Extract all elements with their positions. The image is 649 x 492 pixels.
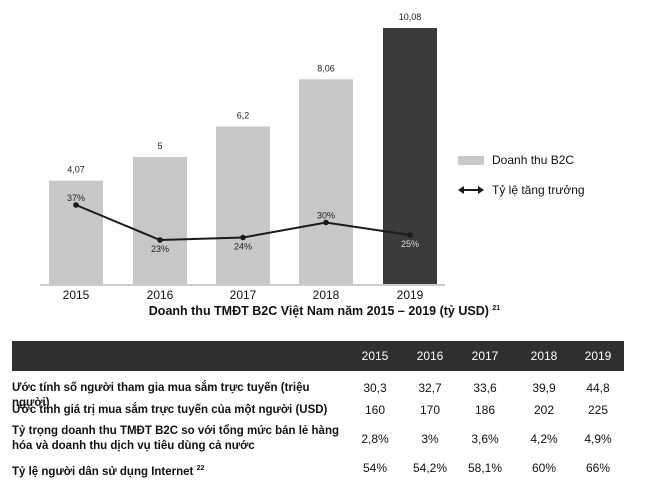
chart-title: Doanh thu TMĐT B2C Việt Nam năm 2015 – 2… bbox=[0, 304, 649, 318]
table-cell: 160 bbox=[364, 403, 386, 417]
table-cell: 30,3 bbox=[363, 381, 387, 395]
x-tick-label: 2015 bbox=[63, 288, 90, 300]
legend-arrow-left-icon bbox=[458, 186, 464, 194]
x-tick-label: 2018 bbox=[313, 288, 340, 300]
legend-label-growth: Tỷ lệ tăng trưởng bbox=[492, 183, 585, 197]
chart-title-text: Doanh thu TMĐT B2C Việt Nam năm 2015 – 2… bbox=[148, 304, 489, 318]
table-cell: 2,8% bbox=[361, 432, 389, 446]
table-cell: 54% bbox=[362, 461, 388, 475]
table-cell: 58,1% bbox=[467, 461, 503, 475]
table-header-year: 2018 bbox=[530, 349, 558, 363]
bar-value-label: 8,06 bbox=[317, 63, 335, 73]
table-cell: 44,8 bbox=[586, 381, 610, 395]
bar bbox=[49, 180, 103, 284]
bar-value-label: 4,07 bbox=[67, 165, 85, 175]
x-tick-label: 2016 bbox=[147, 288, 174, 300]
table-row-label: hóa và doanh thu dịch vụ tiêu dùng cả nư… bbox=[12, 440, 255, 452]
table-header-year: 2016 bbox=[416, 349, 444, 363]
growth-rate-point bbox=[73, 202, 79, 208]
legend-label-revenue: Doanh thu B2C bbox=[492, 153, 574, 167]
growth-rate-label: 30% bbox=[317, 211, 335, 221]
bar-value-label: 10,08 bbox=[399, 12, 422, 22]
table-cell: 66% bbox=[585, 461, 611, 475]
table-header-year: 2017 bbox=[471, 349, 499, 363]
table-header-year: 2019 bbox=[584, 349, 612, 363]
table-cell: 4,9% bbox=[584, 432, 612, 446]
chart: 4,07 2015 5 2016 6,2 2017 8,06 2018 10,08 2019 37… bbox=[40, 12, 585, 300]
table-cell: 170 bbox=[419, 403, 441, 417]
growth-rate-point bbox=[323, 219, 329, 226]
bar bbox=[383, 28, 437, 284]
table-row-label: Tỷ trọng doanh thu TMĐT B2C so với tổng … bbox=[12, 425, 339, 437]
table-cell: 202 bbox=[533, 403, 555, 417]
table-cell: 54,2% bbox=[412, 461, 448, 475]
table-row-footnote: 22 bbox=[196, 465, 205, 472]
growth-rate-point bbox=[157, 237, 163, 243]
table-cell: 186 bbox=[474, 403, 496, 417]
table-cell: 33,6 bbox=[473, 381, 497, 395]
table-row-label: Tỷ lệ người dân sử dụng Internet 22 bbox=[12, 461, 342, 480]
table-cell: 39,9 bbox=[532, 381, 556, 395]
growth-rate-label: 37% bbox=[67, 193, 85, 203]
growth-rate-label: 25% bbox=[401, 239, 419, 249]
table-cell: 4,2% bbox=[530, 432, 558, 446]
table-cell: 32,7 bbox=[418, 381, 442, 395]
bar bbox=[216, 126, 270, 285]
bar-value-label: 5 bbox=[157, 141, 162, 151]
legend-swatch-bar bbox=[458, 156, 484, 165]
x-tick-label: 2017 bbox=[230, 288, 257, 300]
bar-value-label: 6,2 bbox=[237, 111, 250, 121]
table-row-label: Ước tính giá trị mua sắm trực tuyến của … bbox=[12, 404, 328, 416]
x-tick-label: 2019 bbox=[397, 288, 424, 300]
chart-title-footnote: 21 bbox=[492, 304, 501, 312]
table-row-label: Ước tính số người tham gia mua sắm trực … bbox=[12, 382, 310, 409]
growth-rate-label: 24% bbox=[234, 242, 252, 252]
table-row-label-text: Tỷ lệ người dân sử dụng Internet bbox=[12, 465, 194, 478]
bar bbox=[133, 157, 187, 284]
growth-rate-label: 23% bbox=[151, 244, 169, 254]
table-header-year: 2015 bbox=[361, 349, 389, 363]
growth-rate-point bbox=[240, 234, 246, 241]
legend-arrow-right-icon bbox=[478, 186, 484, 194]
table-header: 2015 2016 2017 2018 2019 bbox=[12, 341, 624, 371]
growth-rate-point bbox=[407, 232, 413, 238]
table-cell: 3,6% bbox=[471, 432, 499, 446]
bar bbox=[299, 79, 353, 284]
table-cell: 3% bbox=[421, 432, 439, 446]
table-cell: 60% bbox=[531, 461, 557, 475]
table-cell: 225 bbox=[587, 403, 609, 417]
